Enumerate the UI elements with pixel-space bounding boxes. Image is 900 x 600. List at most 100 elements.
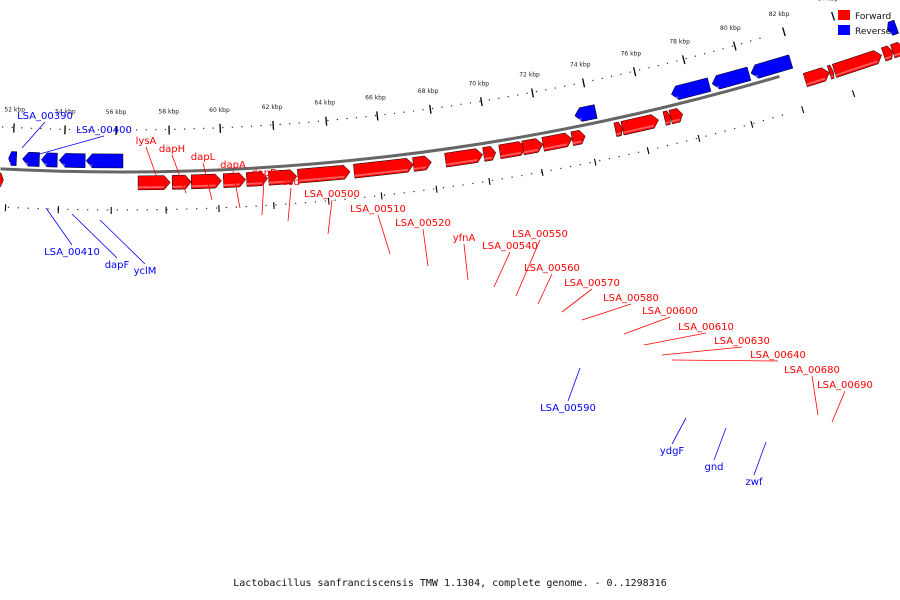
forward-gene-arrow — [353, 158, 414, 179]
track-dot — [354, 197, 356, 199]
gene-label-reverse: dapF — [105, 260, 130, 271]
tick-mark — [801, 106, 805, 114]
forward-gene-arrow — [444, 148, 484, 168]
forward-gene-arrow — [570, 129, 586, 146]
track-dot — [145, 129, 147, 131]
forward-gene-arrow — [245, 171, 269, 187]
track-dot — [569, 165, 572, 168]
gene-highlight — [246, 182, 263, 186]
tick-label: 54 kbp — [55, 108, 76, 115]
tick-label: 66 kbp — [365, 95, 386, 102]
leader-line — [422, 228, 429, 267]
track-dot — [77, 208, 79, 211]
track-dot — [47, 208, 49, 210]
tick-label: 52 kbp — [4, 107, 25, 114]
reverse-gene-arrow — [750, 54, 794, 79]
tick-mark — [750, 120, 754, 128]
tick-label: 76 kbp — [621, 51, 642, 58]
gene-label-forward: dapA — [220, 160, 246, 171]
tick-mark — [429, 104, 432, 114]
reverse-gene-arrow — [711, 66, 752, 90]
legend-reverse-swatch — [838, 25, 850, 35]
track-dot — [703, 53, 706, 55]
track-dot — [68, 128, 71, 131]
leader-line — [537, 273, 553, 305]
track-dot — [472, 182, 474, 185]
gene-highlight — [672, 96, 679, 100]
tick-mark — [325, 116, 328, 126]
track-dot — [289, 122, 291, 125]
tick-label: 58 kbp — [158, 108, 179, 115]
track-dot — [17, 207, 20, 209]
track-dot — [67, 208, 69, 211]
track-dot — [279, 123, 281, 126]
gene-label-reverse: LSA_00590 — [540, 403, 596, 414]
track-dot — [27, 207, 29, 209]
track-dot — [215, 207, 218, 209]
track-dot — [638, 69, 641, 71]
gene-highlight — [830, 75, 834, 78]
forward-gene-arrow — [267, 169, 298, 186]
leader-line — [643, 332, 707, 346]
track-dot — [116, 209, 119, 211]
track-dot — [545, 89, 547, 91]
gene-highlight — [893, 52, 900, 57]
gene-label-forward: LSA_00610 — [678, 322, 734, 333]
track-dot — [403, 111, 405, 113]
track-dot — [373, 195, 376, 197]
track-dot — [86, 209, 89, 211]
tick-mark — [272, 120, 275, 130]
track-dot — [126, 209, 129, 211]
leader-line — [581, 303, 632, 321]
track-dot — [202, 127, 205, 130]
track-dot — [37, 207, 39, 210]
tick-mark — [646, 147, 650, 155]
track-dot — [11, 126, 13, 129]
track-dot — [462, 184, 464, 186]
track-dot — [482, 181, 484, 183]
gene-label-forward: dapH — [159, 144, 185, 155]
leader-line — [171, 154, 187, 194]
track-dot — [196, 208, 198, 210]
track-dot — [579, 163, 582, 166]
forward-gene-arrow — [890, 41, 900, 59]
forward-gene-arrow — [826, 64, 835, 80]
track-dot — [384, 113, 386, 116]
track-dot — [423, 189, 425, 192]
track-dot — [657, 147, 659, 149]
tick-mark — [541, 168, 544, 176]
tick-label: 64 kbp — [314, 100, 335, 107]
track-dot — [620, 73, 622, 75]
gene-highlight — [671, 118, 680, 123]
gene-label-forward: LSA_00570 — [564, 278, 620, 289]
tick-label: 56 kbp — [106, 109, 127, 116]
track-dot — [666, 62, 669, 64]
track-dot — [59, 128, 61, 130]
track-dot — [601, 77, 603, 80]
track-dot — [734, 127, 736, 130]
track-dot — [550, 169, 552, 171]
track-dot — [265, 204, 267, 207]
track-dot — [759, 37, 761, 40]
track-dot — [705, 135, 707, 137]
tick-label: 62 kbp — [262, 104, 283, 111]
track-dot — [498, 97, 500, 100]
gene-highlight — [835, 60, 878, 77]
track-dot — [364, 196, 366, 198]
gene-label-forward: LSA_00510 — [350, 204, 406, 215]
track-dot — [753, 122, 755, 124]
leader-line — [623, 316, 671, 335]
gene-label-reverse: LSA_00390 — [17, 111, 73, 122]
legend-reverse-label: Reverse — [855, 27, 892, 37]
track-dot — [78, 128, 80, 131]
tick-mark — [488, 177, 491, 185]
gene-highlight — [888, 32, 893, 36]
track-dot — [685, 57, 687, 60]
leader-line — [261, 178, 265, 216]
gene-highlight — [268, 180, 292, 184]
tick-label: 74 kbp — [570, 62, 591, 69]
leader-line — [35, 135, 105, 156]
gene-label-reverse: gnd — [704, 462, 723, 473]
gene-highlight — [446, 159, 478, 166]
